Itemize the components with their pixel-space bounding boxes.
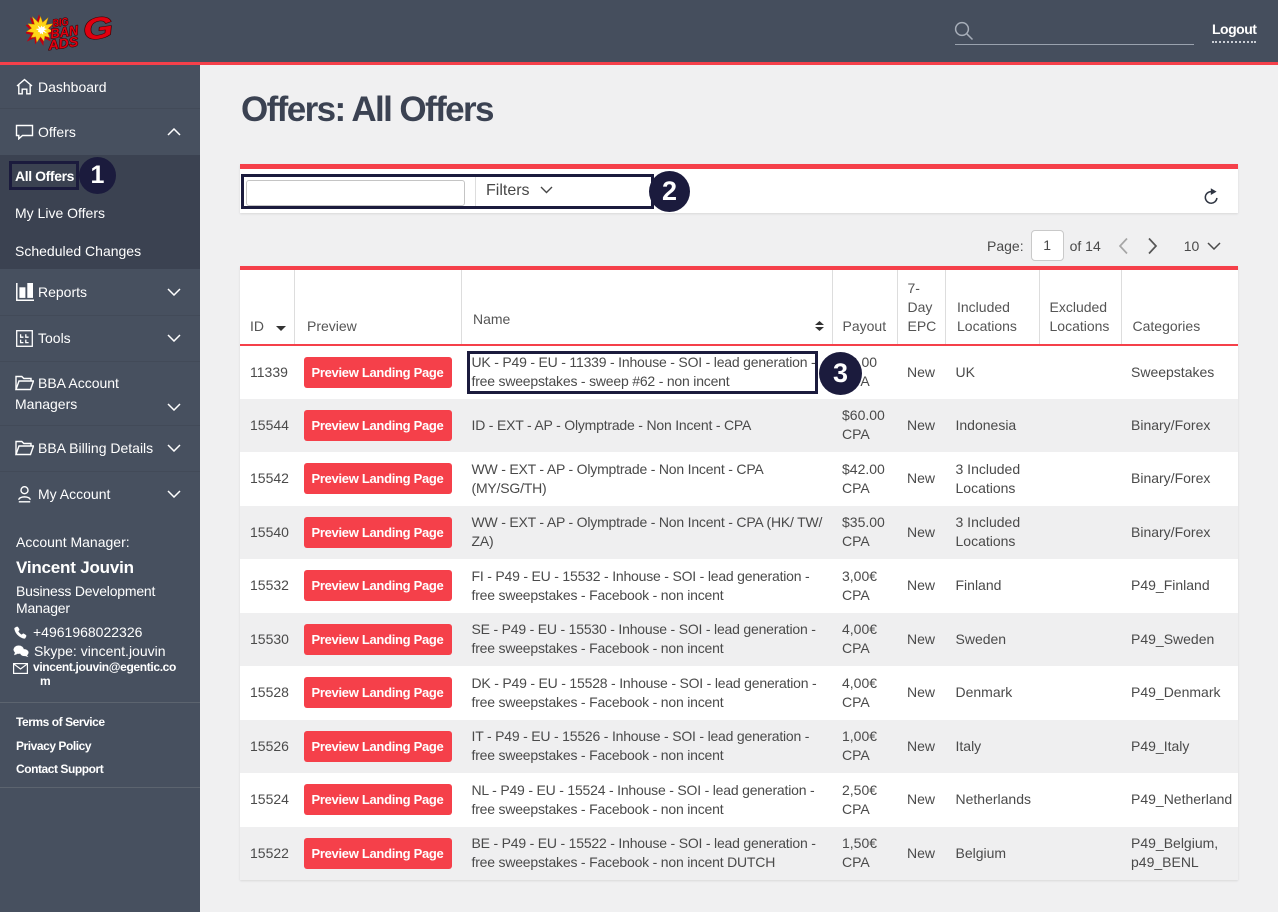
svg-text:G: G <box>81 11 115 48</box>
svg-text:ADS: ADS <box>46 34 79 53</box>
svg-text:BAN: BAN <box>49 23 79 42</box>
svg-text:BIG: BIG <box>52 16 70 30</box>
